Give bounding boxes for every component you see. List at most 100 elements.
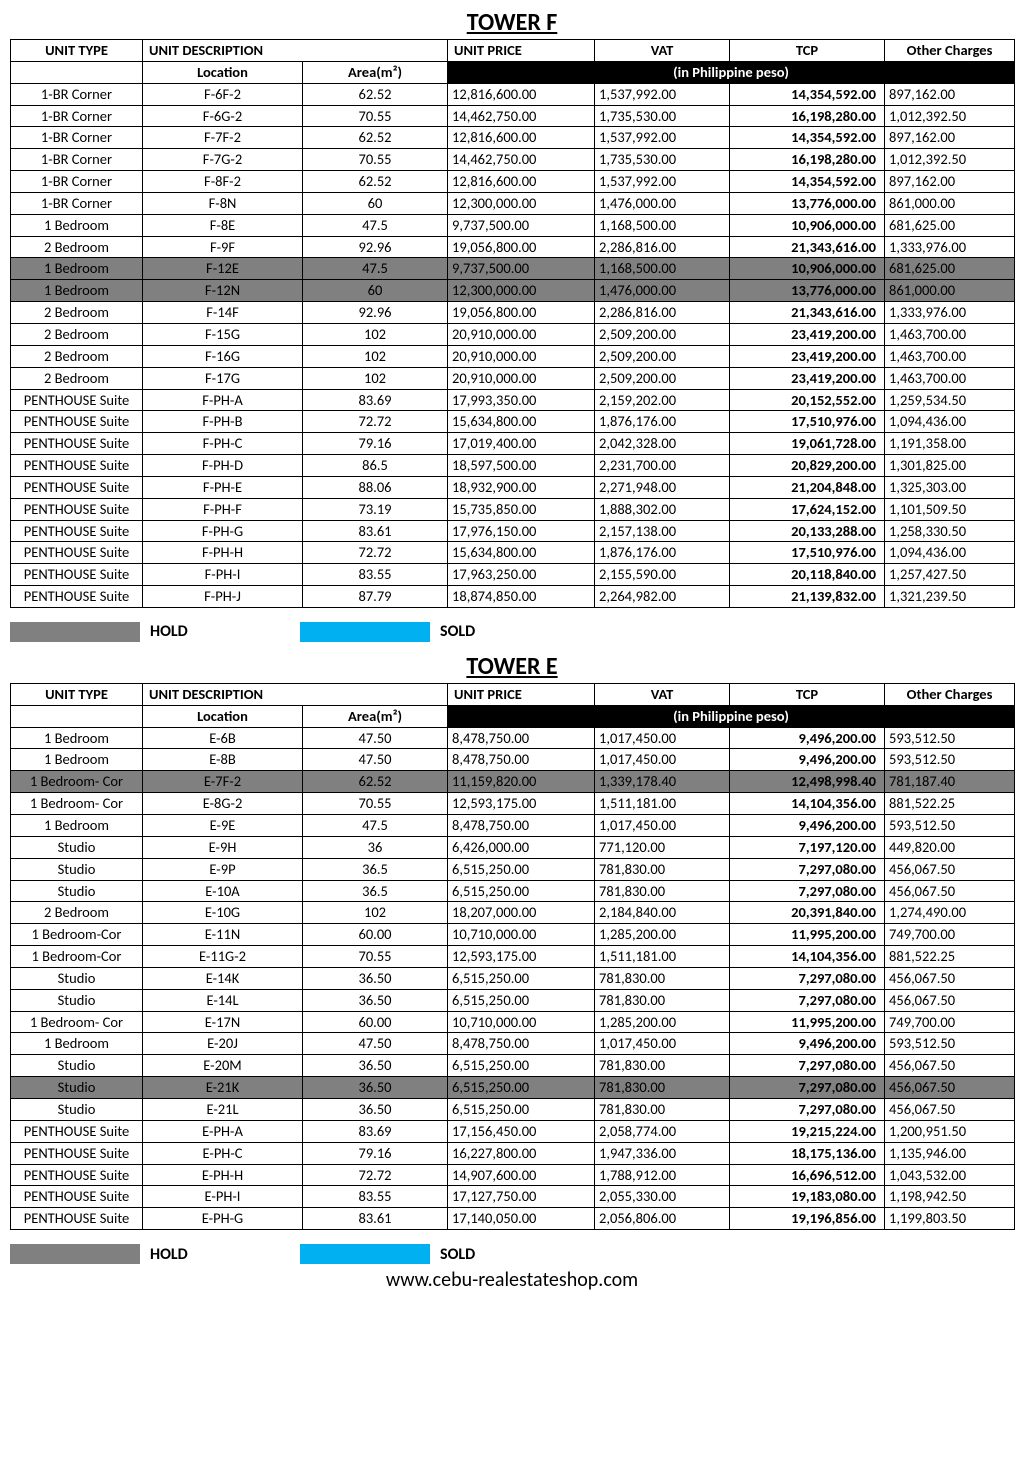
table-row: StudioE-20M36.506,515,250.00781,830.007,… bbox=[11, 1055, 1015, 1077]
table-row: StudioE-9H366,426,000.00771,120.007,197,… bbox=[11, 836, 1015, 858]
cell-vat: 2,155,590.00 bbox=[595, 564, 730, 586]
cell-vat: 1,476,000.00 bbox=[595, 280, 730, 302]
cell-location: E-6B bbox=[143, 727, 303, 749]
table-row: 1-BR CornerF-6F-262.5212,816,600.001,537… bbox=[11, 83, 1015, 105]
cell-vat: 2,159,202.00 bbox=[595, 389, 730, 411]
cell-tcp: 20,152,552.00 bbox=[730, 389, 885, 411]
cell-unit-type: 1 Bedroom-Cor bbox=[11, 946, 143, 968]
cell-other: 449,820.00 bbox=[885, 836, 1015, 858]
cell-vat: 2,042,328.00 bbox=[595, 433, 730, 455]
swatch-sold bbox=[300, 622, 430, 642]
cell-tcp: 7,297,080.00 bbox=[730, 1098, 885, 1120]
cell-other: 897,162.00 bbox=[885, 127, 1015, 149]
cell-tcp: 20,391,840.00 bbox=[730, 902, 885, 924]
cell-area: 73.19 bbox=[303, 498, 448, 520]
cell-price: 12,593,175.00 bbox=[448, 946, 595, 968]
cell-unit-type: PENTHOUSE Suite bbox=[11, 498, 143, 520]
cell-other: 456,067.50 bbox=[885, 1098, 1015, 1120]
cell-tcp: 14,354,592.00 bbox=[730, 171, 885, 193]
table-row: PENTHOUSE SuiteF-PH-F73.1915,735,850.001… bbox=[11, 498, 1015, 520]
cell-tcp: 9,496,200.00 bbox=[730, 1033, 885, 1055]
hdr-area: Area(m²) bbox=[303, 61, 448, 83]
cell-vat: 2,056,806.00 bbox=[595, 1208, 730, 1230]
cell-unit-type: Studio bbox=[11, 1077, 143, 1099]
cell-other: 749,700.00 bbox=[885, 924, 1015, 946]
cell-vat: 781,830.00 bbox=[595, 858, 730, 880]
cell-price: 18,597,500.00 bbox=[448, 455, 595, 477]
table-row: 1 Bedroom- CorE-17N60.0010,710,000.001,2… bbox=[11, 1011, 1015, 1033]
cell-price: 14,462,750.00 bbox=[448, 149, 595, 171]
cell-vat: 781,830.00 bbox=[595, 1055, 730, 1077]
cell-area: 79.16 bbox=[303, 1142, 448, 1164]
cell-other: 1,333,976.00 bbox=[885, 302, 1015, 324]
cell-location: E-PH-I bbox=[143, 1186, 303, 1208]
table-row: 1-BR CornerF-8N6012,300,000.001,476,000.… bbox=[11, 192, 1015, 214]
cell-other: 861,000.00 bbox=[885, 280, 1015, 302]
cell-other: 1,257,427.50 bbox=[885, 564, 1015, 586]
cell-unit-type: Studio bbox=[11, 1055, 143, 1077]
cell-other: 881,522.25 bbox=[885, 946, 1015, 968]
cell-location: E-PH-H bbox=[143, 1164, 303, 1186]
cell-price: 17,976,150.00 bbox=[448, 520, 595, 542]
cell-location: F-6F-2 bbox=[143, 83, 303, 105]
cell-vat: 2,055,330.00 bbox=[595, 1186, 730, 1208]
cell-area: 83.55 bbox=[303, 564, 448, 586]
cell-area: 36 bbox=[303, 836, 448, 858]
cell-unit-type: 1 Bedroom-Cor bbox=[11, 924, 143, 946]
cell-other: 781,187.40 bbox=[885, 771, 1015, 793]
cell-tcp: 7,297,080.00 bbox=[730, 1055, 885, 1077]
cell-location: E-10G bbox=[143, 902, 303, 924]
table-row: 2 BedroomF-16G10220,910,000.002,509,200.… bbox=[11, 345, 1015, 367]
cell-other: 1,463,700.00 bbox=[885, 323, 1015, 345]
cell-area: 60.00 bbox=[303, 1011, 448, 1033]
cell-price: 12,300,000.00 bbox=[448, 192, 595, 214]
cell-area: 62.52 bbox=[303, 771, 448, 793]
cell-unit-type: 2 Bedroom bbox=[11, 302, 143, 324]
cell-price: 17,963,250.00 bbox=[448, 564, 595, 586]
cell-price: 6,426,000.00 bbox=[448, 836, 595, 858]
cell-area: 47.50 bbox=[303, 749, 448, 771]
cell-area: 36.50 bbox=[303, 1055, 448, 1077]
cell-vat: 1,017,450.00 bbox=[595, 749, 730, 771]
table-row: 2 BedroomF-14F92.9619,056,800.002,286,81… bbox=[11, 302, 1015, 324]
cell-location: E-20J bbox=[143, 1033, 303, 1055]
cell-vat: 781,830.00 bbox=[595, 1077, 730, 1099]
cell-price: 6,515,250.00 bbox=[448, 967, 595, 989]
cell-unit-type: 1-BR Corner bbox=[11, 83, 143, 105]
cell-price: 8,478,750.00 bbox=[448, 1033, 595, 1055]
cell-price: 15,634,800.00 bbox=[448, 411, 595, 433]
cell-vat: 2,184,840.00 bbox=[595, 902, 730, 924]
cell-price: 18,932,900.00 bbox=[448, 476, 595, 498]
cell-vat: 2,271,948.00 bbox=[595, 476, 730, 498]
cell-vat: 1,285,200.00 bbox=[595, 924, 730, 946]
table-row: PENTHOUSE SuiteF-PH-J87.7918,874,850.002… bbox=[11, 586, 1015, 608]
cell-price: 14,462,750.00 bbox=[448, 105, 595, 127]
cell-vat: 1,017,450.00 bbox=[595, 727, 730, 749]
cell-tcp: 9,496,200.00 bbox=[730, 749, 885, 771]
cell-location: F-9F bbox=[143, 236, 303, 258]
cell-price: 9,737,500.00 bbox=[448, 214, 595, 236]
cell-vat: 2,509,200.00 bbox=[595, 345, 730, 367]
price-table: UNIT TYPEUNIT DESCRIPTIONUNIT PRICEVATTC… bbox=[10, 683, 1015, 1230]
cell-price: 17,127,750.00 bbox=[448, 1186, 595, 1208]
table-row: 1 BedroomF-12N6012,300,000.001,476,000.0… bbox=[11, 280, 1015, 302]
cell-other: 881,522.25 bbox=[885, 793, 1015, 815]
cell-price: 20,910,000.00 bbox=[448, 345, 595, 367]
cell-other: 456,067.50 bbox=[885, 1055, 1015, 1077]
hdr-unit-type: UNIT TYPE bbox=[11, 40, 143, 62]
cell-tcp: 21,204,848.00 bbox=[730, 476, 885, 498]
cell-vat: 1,876,176.00 bbox=[595, 542, 730, 564]
table-row: PENTHOUSE SuiteF-PH-C79.1617,019,400.002… bbox=[11, 433, 1015, 455]
cell-area: 72.72 bbox=[303, 411, 448, 433]
cell-vat: 1,017,450.00 bbox=[595, 815, 730, 837]
table-row: 2 BedroomE-10G10218,207,000.002,184,840.… bbox=[11, 902, 1015, 924]
cell-price: 8,478,750.00 bbox=[448, 727, 595, 749]
cell-other: 861,000.00 bbox=[885, 192, 1015, 214]
table-row: PENTHOUSE SuiteF-PH-H72.7215,634,800.001… bbox=[11, 542, 1015, 564]
cell-other: 456,067.50 bbox=[885, 1077, 1015, 1099]
cell-location: E-9H bbox=[143, 836, 303, 858]
cell-tcp: 17,510,976.00 bbox=[730, 542, 885, 564]
cell-other: 1,321,239.50 bbox=[885, 586, 1015, 608]
cell-tcp: 17,510,976.00 bbox=[730, 411, 885, 433]
legend: HOLDSOLD bbox=[10, 622, 1014, 642]
